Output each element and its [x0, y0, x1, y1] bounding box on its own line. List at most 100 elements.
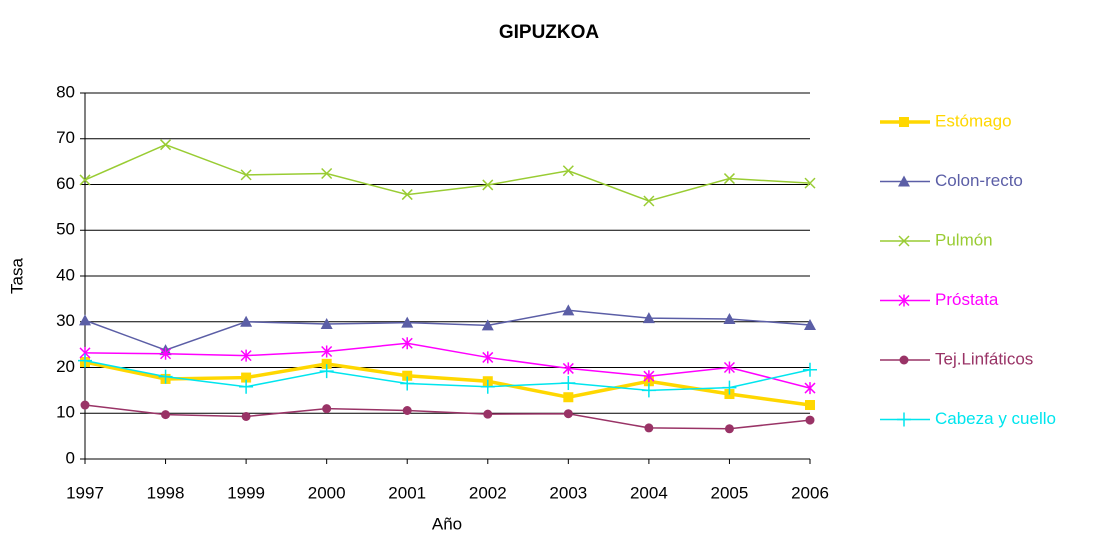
marker [643, 370, 655, 383]
marker [563, 409, 573, 419]
marker [563, 392, 574, 403]
x-tick-label: 2000 [308, 483, 346, 502]
series-line [84, 359, 811, 392]
marker [899, 117, 909, 127]
marker [562, 165, 574, 177]
series: Colon-recto [79, 171, 1023, 356]
chart-title: GIPUZKOA [499, 22, 600, 43]
series: Pulmón [79, 139, 993, 249]
y-tick-label: 10 [56, 403, 75, 422]
x-tick-label: 2001 [388, 483, 426, 502]
marker [898, 294, 910, 307]
marker [160, 139, 172, 151]
marker [722, 380, 737, 395]
marker [482, 179, 494, 191]
marker [241, 372, 252, 383]
marker [240, 349, 252, 362]
marker [641, 383, 656, 398]
x-tick-label: 2006 [791, 483, 829, 502]
marker [402, 370, 413, 381]
legend-label: Colon-recto [935, 171, 1023, 190]
y-tick-label: 20 [56, 357, 75, 376]
marker [803, 362, 817, 377]
marker [401, 337, 413, 350]
marker [402, 406, 412, 416]
y-axis-label: Tasa [7, 258, 26, 294]
marker [241, 411, 251, 421]
series-line [84, 360, 811, 407]
marker [804, 177, 816, 189]
marker [401, 189, 413, 201]
x-axis-label: Año [432, 514, 462, 533]
legend-label: Pulmón [935, 230, 993, 249]
y-tick-label: 80 [56, 82, 75, 101]
marker [644, 423, 654, 433]
marker [723, 361, 735, 374]
x-tick-label: 1997 [66, 483, 104, 502]
marker [240, 315, 253, 327]
marker [805, 415, 815, 425]
marker [804, 318, 816, 330]
legend-label: Próstata [935, 290, 999, 309]
marker [160, 347, 172, 360]
x-tick-label: 2002 [469, 483, 507, 502]
marker [562, 304, 575, 316]
marker [481, 319, 494, 331]
marker [898, 235, 910, 247]
x-tick-label: 2003 [549, 483, 587, 502]
marker [643, 195, 655, 207]
marker [239, 379, 254, 394]
series-line [84, 404, 811, 430]
marker [723, 173, 735, 185]
marker [723, 313, 736, 325]
series: Cabeza y cuello [78, 353, 1056, 428]
x-tick-label: 1998 [147, 483, 185, 502]
marker [319, 364, 334, 379]
series-line [84, 342, 811, 389]
marker [161, 410, 171, 420]
marker [805, 400, 815, 411]
series-line [84, 143, 811, 202]
marker [562, 362, 574, 375]
x-tick-label: 1999 [227, 483, 265, 502]
y-tick-label: 30 [56, 311, 75, 330]
y-tick-label: 70 [56, 128, 75, 147]
y-tick-label: 0 [66, 448, 75, 467]
legend-label: Estómago [935, 111, 1012, 130]
marker [804, 382, 816, 395]
marker [79, 314, 91, 326]
marker [322, 404, 332, 414]
series: Tej.Linfáticos [80, 349, 1033, 434]
series: Próstata [79, 290, 999, 395]
marker [642, 312, 655, 324]
marker [321, 358, 332, 369]
series-line [84, 309, 811, 351]
marker [158, 369, 173, 384]
marker [897, 412, 911, 427]
marker [78, 353, 92, 368]
legend-label: Tej.Linfáticos [935, 349, 1033, 368]
marker [401, 316, 414, 328]
marker [898, 175, 910, 187]
x-tick-label: 2005 [711, 483, 749, 502]
marker [561, 376, 576, 391]
marker [400, 376, 415, 391]
x-tick-label: 2004 [630, 483, 668, 502]
y-tick-label: 60 [56, 174, 75, 193]
marker [240, 169, 252, 181]
marker [321, 167, 333, 180]
marker [899, 355, 909, 365]
legend-label: Cabeza y cuello [935, 409, 1056, 428]
marker [483, 409, 493, 419]
marker [79, 174, 91, 186]
marker [482, 351, 494, 364]
marker [724, 424, 734, 434]
y-tick-label: 40 [56, 265, 75, 284]
marker [321, 345, 333, 358]
marker [320, 318, 333, 330]
y-tick-label: 50 [56, 220, 75, 239]
marker [480, 379, 495, 394]
marker [80, 400, 90, 410]
